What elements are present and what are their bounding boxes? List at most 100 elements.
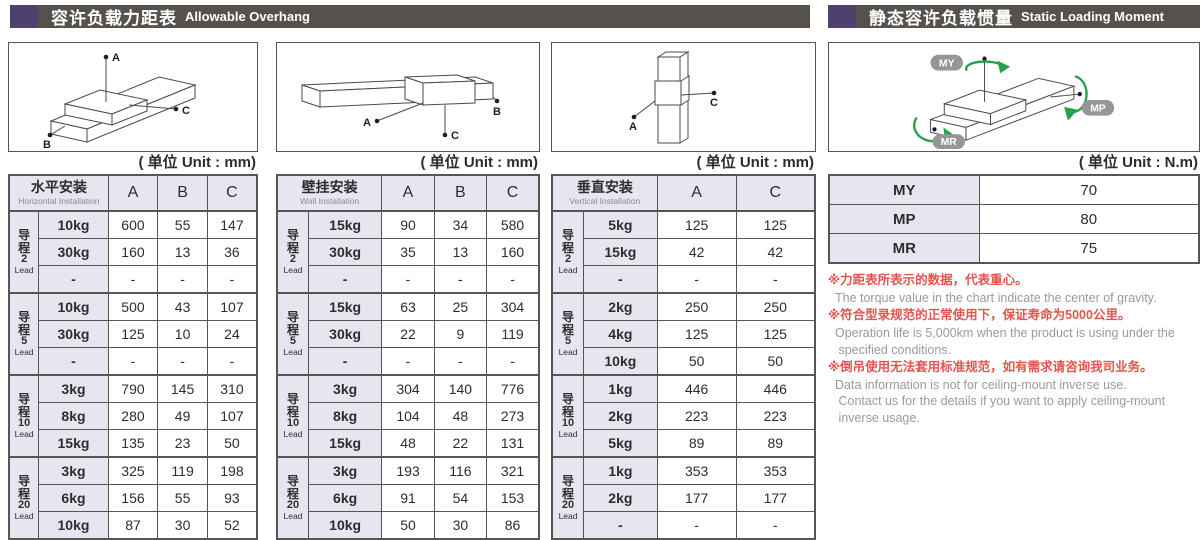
static-loading-moment-header: 静态容许负载惯量 Static Loading Moment [828, 5, 1200, 28]
horizontal-installation-panel: A C B ( 单位 Unit : mm) 水平安装 Horizontal Ins… [8, 42, 258, 540]
point-label-b: B [43, 139, 51, 151]
vertical-installation-diagram: A C [551, 42, 816, 152]
lead-zh-char: 程 [562, 404, 575, 419]
table-row: 导程 5 Lead 2kg 250 250 [551, 292, 816, 376]
value-cell: 91 [381, 484, 435, 512]
table-row: 30kg 125 10 24 [9, 320, 258, 348]
value-cell: - [433, 347, 488, 376]
table-row: 导程 2 Lead 10kg 600 55 147 [8, 210, 258, 294]
load-cell: - [583, 511, 658, 540]
lead-zh-char: 程 [18, 486, 31, 501]
lead-zh-char: 导 [18, 392, 31, 407]
table-row: 30kg 160 13 36 [9, 238, 258, 266]
load-cell: 3kg [307, 374, 383, 403]
lead-number: 10 [286, 417, 300, 430]
load-cell: 1kg [583, 374, 658, 403]
note-en: Operation life is 5,000km when the produ… [835, 326, 1175, 357]
note-item: ※力距表所表示的数据，代表重心。 The torque value in the … [828, 271, 1200, 306]
note-zh: ※符合型录规范的正常使用下，保证寿命为5000公里。 [828, 308, 1131, 323]
value-cell: 198 [206, 456, 258, 485]
value-cell: - [486, 265, 540, 294]
value-cell: 55 [157, 484, 208, 512]
table-row: ---- [277, 265, 540, 294]
value-cell: 22 [433, 429, 488, 458]
installation-title-cell: 垂直安装 Vertical Installation [551, 174, 658, 212]
table-row: 导程 20 Lead 1kg 353 353 [551, 456, 816, 540]
lead-zh-char: 导 [286, 310, 299, 325]
value-cell: 446 [735, 374, 816, 403]
installation-title-cell: 水平安装 Horizontal Installation [8, 174, 109, 212]
value-cell: 49 [157, 402, 208, 430]
value-cell: 177 [656, 484, 737, 512]
installation-title-en: Wall Installation [300, 195, 360, 206]
point-label-a: A [112, 52, 120, 64]
column-header-c: C [735, 174, 816, 212]
value-cell: 353 [656, 456, 737, 485]
lead-cell: 导程 5 Lead [276, 292, 309, 376]
lead-zh-char: 程 [286, 404, 299, 419]
table-row: 30kg 35 13 160 [277, 238, 540, 266]
moment-label-cell: MY [828, 174, 980, 205]
overhang-table-wall: 壁挂安装 Wall Installation A B C 导程 2 Lead 15kg 90 34 5… [276, 174, 540, 540]
lead-en: Lead [14, 264, 34, 275]
lead-number: 20 [18, 499, 31, 512]
value-cell: 223 [656, 402, 737, 430]
load-cell: 10kg [38, 292, 109, 321]
table-row: 导程 10 Lead 1kg 446 446 [551, 374, 816, 458]
moment-label-mp: MP [1090, 104, 1106, 115]
note-zh: ※力距表所表示的数据，代表重心。 [828, 273, 1028, 287]
value-cell: - [206, 347, 258, 376]
lead-number: 5 [21, 335, 28, 348]
horizontal-installation-diagram: A C B [8, 42, 258, 152]
load-cell: 8kg [307, 402, 383, 430]
note-item: ※倒吊使用无法套用标准规范，如有需求请咨询我司业务。 Data informati… [828, 358, 1200, 426]
load-cell: 4kg [583, 320, 658, 348]
load-cell: 10kg [583, 347, 658, 376]
allowable-overhang-title-en: Allowable Overhang [185, 9, 310, 24]
table-row: 6kg 156 55 93 [9, 484, 258, 512]
load-cell: - [38, 347, 109, 376]
value-cell: 325 [107, 456, 159, 485]
load-cell: - [307, 347, 383, 376]
load-cell: 5kg [583, 210, 658, 239]
lead-zh-char: 程 [562, 322, 575, 337]
unit-label-nm: ( 单位 Unit : N.m) [1078, 154, 1198, 171]
lead-zh-char: 导 [18, 228, 31, 243]
lead-zh-char: 导 [562, 228, 575, 243]
load-cell: 10kg [38, 210, 109, 239]
allowable-overhang-title-zh: 容许负载力距表 [51, 9, 177, 28]
lead-zh-char: 导 [18, 474, 31, 489]
moment-value-cell: 75 [978, 233, 1200, 264]
lead-en: Lead [14, 428, 34, 439]
lead-en: Lead [14, 510, 34, 521]
value-cell: - [206, 265, 258, 294]
table-row: 10kg 50 50 [552, 347, 816, 376]
value-cell: 776 [486, 374, 540, 403]
lead-zh-char: 导 [562, 474, 575, 489]
static-loading-moment-panel: MY MP MR ( 单位 Unit : N.m) MY 70 MP 80 MR 75 ※… [828, 42, 1200, 426]
lead-number: 20 [561, 499, 575, 512]
lead-cell: 导程 2 Lead [551, 210, 585, 294]
load-cell: 2kg [583, 484, 658, 512]
lead-cell: 导程 20 Lead [8, 456, 40, 540]
value-cell: 280 [107, 402, 159, 430]
value-cell: 86 [486, 511, 540, 540]
value-cell: 790 [107, 374, 159, 403]
value-cell: 22 [381, 320, 435, 348]
value-cell: - [486, 347, 540, 376]
lead-number: 5 [289, 335, 297, 348]
table-row: 导程 5 Lead 15kg 63 25 304 [276, 292, 540, 376]
table-header-row: 壁挂安装 Wall Installation A B C [276, 174, 540, 212]
lead-zh-char: 程 [286, 240, 299, 255]
value-cell: 42 [735, 238, 816, 266]
value-cell: 177 [735, 484, 816, 512]
lead-cell: 导程 2 Lead [8, 210, 40, 294]
value-cell: 107 [206, 292, 258, 321]
value-cell: 140 [433, 374, 488, 403]
lead-en: Lead [283, 346, 303, 357]
value-cell: - [656, 511, 737, 540]
accent-square [10, 5, 38, 28]
note-item: ※符合型录规范的正常使用下，保证寿命为5000公里。 Operation life… [828, 306, 1200, 358]
lead-cell: 导程 5 Lead [8, 292, 40, 376]
value-cell: 30 [433, 511, 488, 540]
